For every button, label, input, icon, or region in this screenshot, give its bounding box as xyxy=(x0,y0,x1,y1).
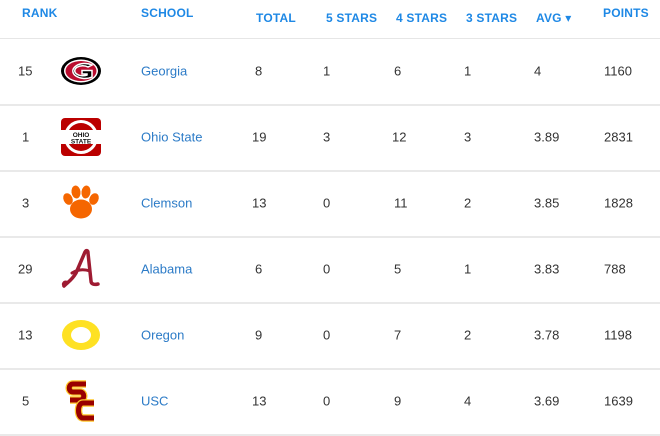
three-stars-cell: 2 xyxy=(464,195,472,211)
total-cell: 8 xyxy=(255,63,263,79)
table-row: 5 USC 13 0 9 4 3.69 1639 xyxy=(0,368,660,436)
four-stars-cell: 6 xyxy=(394,63,402,79)
five-stars-cell: 0 xyxy=(323,393,331,409)
points-cell: 1198 xyxy=(604,327,632,343)
header-school[interactable]: SCHOOL xyxy=(141,6,194,20)
four-stars-cell: 9 xyxy=(394,393,402,409)
header-avg-sorted[interactable]: AVG ▾ xyxy=(536,11,572,25)
table-row: 15 Georgia 8 1 6 1 4 1160 xyxy=(0,38,660,106)
avg-cell: 3.85 xyxy=(534,195,560,211)
oregon-o-logo[interactable] xyxy=(58,312,104,358)
table-row: 13 Oregon 9 0 7 2 3.78 1198 xyxy=(0,302,660,370)
four-stars-cell: 11 xyxy=(394,195,408,211)
three-stars-cell: 2 xyxy=(464,327,472,343)
ohio-state-logo[interactable]: OHIO STATE xyxy=(58,114,104,160)
avg-cell: 4 xyxy=(534,63,542,79)
rank-cell: 15 xyxy=(18,63,33,79)
four-stars-cell: 7 xyxy=(394,327,402,343)
total-cell: 19 xyxy=(252,129,267,145)
header-points[interactable]: POINTS xyxy=(603,6,649,20)
table-header: RANK SCHOOL TOTAL 5 STARS 4 STARS 3 STAR… xyxy=(0,0,660,39)
three-stars-cell: 1 xyxy=(464,63,472,79)
alabama-a-logo[interactable] xyxy=(58,246,104,292)
points-cell: 788 xyxy=(604,261,626,277)
points-cell: 2831 xyxy=(604,129,633,145)
school-link[interactable]: Clemson xyxy=(141,195,193,211)
three-stars-cell: 3 xyxy=(464,129,472,145)
header-total[interactable]: TOTAL xyxy=(256,11,296,25)
rank-cell: 13 xyxy=(18,327,33,343)
three-stars-cell: 1 xyxy=(464,261,472,277)
avg-cell: 3.78 xyxy=(534,327,560,343)
ohio-text: OHIO xyxy=(73,132,90,139)
state-text: STATE xyxy=(71,139,92,146)
points-cell: 1828 xyxy=(604,195,633,211)
header-4-stars[interactable]: 4 STARS xyxy=(396,11,448,25)
four-stars-cell: 12 xyxy=(392,129,407,145)
table-row: 29 Alabama 6 0 5 1 3.83 788 xyxy=(0,236,660,304)
header-5-stars[interactable]: 5 STARS xyxy=(326,11,378,25)
rank-cell: 29 xyxy=(18,261,33,277)
points-cell: 1160 xyxy=(604,63,632,79)
clemson-paw-logo[interactable] xyxy=(58,180,104,226)
five-stars-cell: 0 xyxy=(323,261,331,277)
total-cell: 13 xyxy=(252,393,267,409)
school-link[interactable]: Alabama xyxy=(141,261,193,277)
header-rank[interactable]: RANK xyxy=(22,6,58,20)
avg-cell: 3.89 xyxy=(534,129,560,145)
avg-cell: 3.83 xyxy=(534,261,560,277)
school-link[interactable]: Georgia xyxy=(141,63,188,79)
usc-sc-logo[interactable] xyxy=(58,378,104,424)
three-stars-cell: 4 xyxy=(464,393,472,409)
points-cell: 1639 xyxy=(604,393,633,409)
five-stars-cell: 0 xyxy=(323,195,331,211)
avg-cell: 3.69 xyxy=(534,393,560,409)
school-link[interactable]: Ohio State xyxy=(141,129,203,145)
table-row: 1 OHIO STATE Ohio State 19 3 12 3 3.89 2… xyxy=(0,104,660,172)
school-link[interactable]: Oregon xyxy=(141,327,185,343)
total-cell: 9 xyxy=(255,327,263,343)
rank-cell: 5 xyxy=(22,393,30,409)
total-cell: 6 xyxy=(255,261,263,277)
school-link[interactable]: USC xyxy=(141,393,169,409)
georgia-g-logo[interactable] xyxy=(58,48,104,94)
table-row: 3 Clemson 13 0 11 2 3.85 1828 xyxy=(0,170,660,238)
four-stars-cell: 5 xyxy=(394,261,402,277)
total-cell: 13 xyxy=(252,195,267,211)
five-stars-cell: 3 xyxy=(323,129,331,145)
rank-cell: 3 xyxy=(22,195,30,211)
header-3-stars[interactable]: 3 STARS xyxy=(466,11,518,25)
rank-cell: 1 xyxy=(22,129,30,145)
five-stars-cell: 0 xyxy=(323,327,331,343)
five-stars-cell: 1 xyxy=(323,63,331,79)
